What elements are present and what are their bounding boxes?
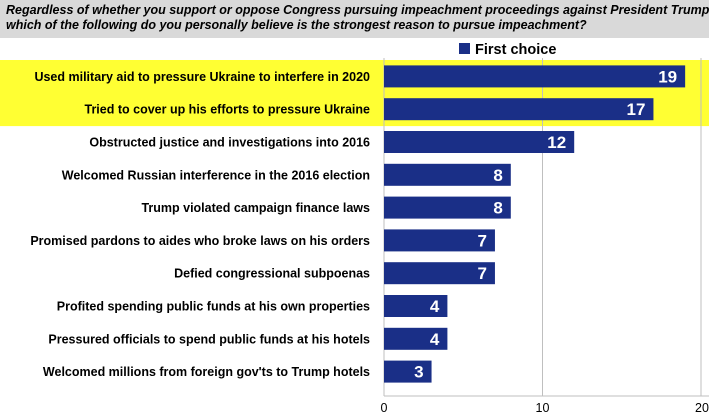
bar-value-label: 7 — [477, 231, 486, 250]
x-tick-label: 20 — [695, 401, 709, 413]
category-label: Promised pardons to aides who broke laws… — [30, 234, 370, 248]
category-label: Profited spending public funds at his ow… — [57, 300, 370, 314]
category-label: Pressured officials to spend public fund… — [48, 332, 370, 346]
bar — [384, 98, 654, 121]
x-tick-label: 0 — [381, 401, 388, 413]
category-label: Welcomed millions from foreign gov'ts to… — [43, 365, 370, 379]
category-label: Defied congressional subpoenas — [174, 267, 370, 281]
category-label: Welcomed Russian interference in the 201… — [62, 168, 370, 182]
question-banner: Regardless of whether you support or opp… — [0, 0, 709, 38]
bar-value-label: 19 — [658, 67, 677, 86]
bar — [384, 163, 511, 186]
question-line-2: which of the following do you personally… — [6, 18, 587, 32]
bar-value-label: 4 — [430, 297, 440, 316]
bar-value-label: 3 — [414, 363, 423, 382]
bar — [384, 229, 495, 252]
bar-value-label: 8 — [493, 199, 502, 218]
bar-value-label: 7 — [477, 264, 486, 283]
bar-value-label: 4 — [430, 330, 440, 349]
bar-value-label: 12 — [547, 133, 566, 152]
legend-label: First choice — [475, 42, 556, 58]
bar — [384, 360, 432, 383]
bar — [384, 65, 686, 88]
bar — [384, 262, 495, 285]
question-line-1: Regardless of whether you support or opp… — [6, 3, 709, 17]
legend-swatch — [459, 43, 470, 54]
category-label: Used military aid to pressure Ukraine to… — [34, 70, 370, 84]
bar — [384, 295, 448, 317]
bar — [384, 196, 511, 219]
x-tick-label: 10 — [536, 401, 550, 413]
category-label: Trump violated campaign finance laws — [141, 201, 370, 215]
category-label: Obstructed justice and investigations in… — [89, 136, 370, 150]
bar-value-label: 8 — [493, 166, 502, 185]
bar — [384, 327, 448, 350]
bar — [384, 131, 575, 153]
bar-value-label: 17 — [627, 100, 646, 119]
legend: First choice — [459, 42, 556, 58]
category-label: Tried to cover up his efforts to pressur… — [85, 103, 371, 117]
